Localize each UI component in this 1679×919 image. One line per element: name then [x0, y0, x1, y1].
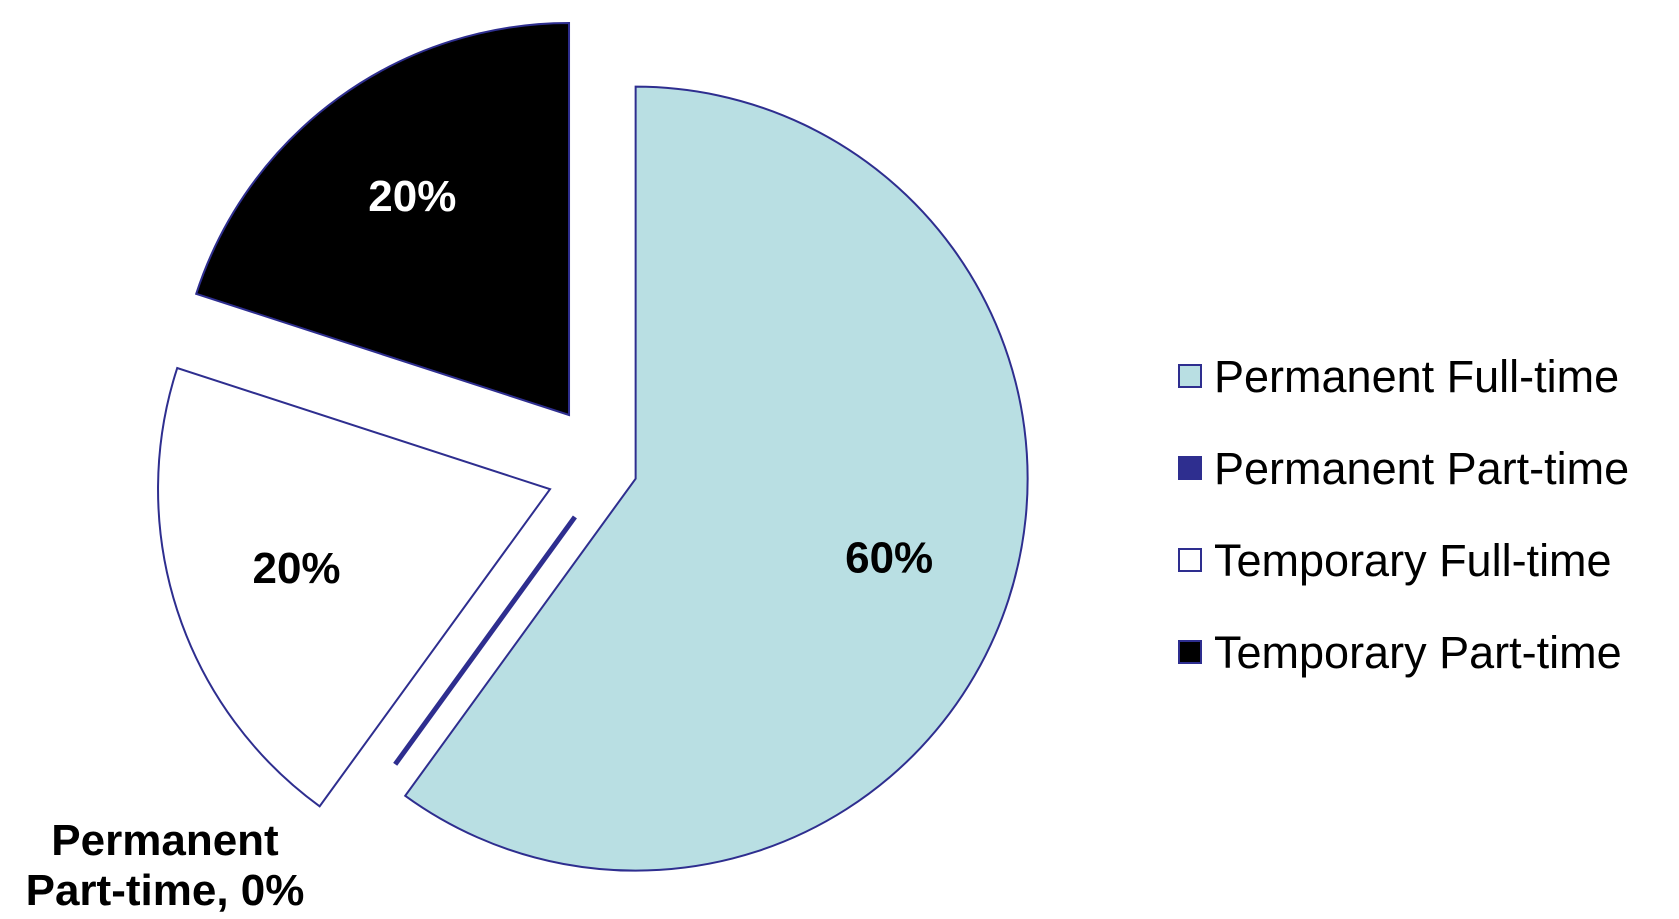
pie-slice-temporary-full-time [157, 366, 552, 808]
legend-swatch [1178, 456, 1202, 480]
pie-slice-permanent-full-time [403, 85, 1029, 872]
slice-label-permanent-part-time: Permanent Part-time, 0% [26, 816, 305, 915]
legend-item-permanent-part-time: Permanent Part-time [1178, 422, 1629, 514]
pie-slice-permanent-part-time [393, 515, 577, 766]
slice-label-temporary-part-time: 20% [368, 172, 456, 221]
slice-label-permanent-full-time: 60% [845, 534, 933, 583]
legend-label: Permanent Part-time [1214, 442, 1630, 494]
legend-swatch [1178, 364, 1202, 388]
pie-slice-temporary-part-time [194, 21, 571, 417]
slice-label-temporary-full-time: 20% [252, 544, 340, 593]
legend-label: Temporary Part-time [1214, 626, 1622, 678]
legend-item-temporary-full-time: Temporary Full-time [1178, 514, 1629, 606]
legend-item-permanent-full-time: Permanent Full-time [1178, 330, 1629, 422]
legend-swatch [1178, 548, 1202, 572]
legend-swatch [1178, 640, 1202, 664]
legend-item-temporary-part-time: Temporary Part-time [1178, 606, 1629, 698]
legend-label: Temporary Full-time [1214, 534, 1612, 586]
legend-label: Permanent Full-time [1214, 350, 1620, 402]
chart-legend: Permanent Full-time Permanent Part-time … [1178, 330, 1629, 698]
